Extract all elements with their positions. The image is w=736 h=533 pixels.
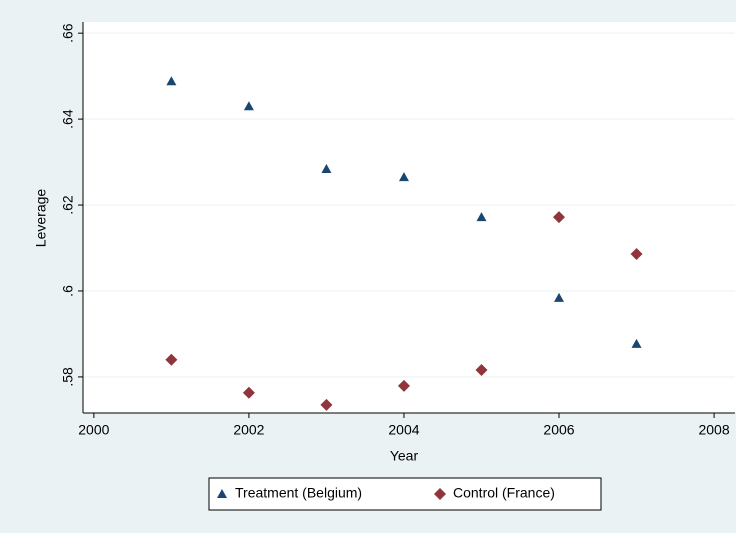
- y-tick-label: .66: [60, 23, 76, 43]
- y-tick-label: .64: [60, 109, 76, 129]
- legend-box: [208, 477, 602, 511]
- x-tick-label: 2004: [388, 422, 419, 438]
- data-point: [553, 211, 566, 224]
- data-point: [554, 292, 565, 302]
- data-point: [397, 379, 410, 392]
- data-point: [631, 338, 642, 348]
- legend-label: Treatment (Belgium): [235, 485, 362, 501]
- x-tick-label: 2008: [698, 422, 729, 438]
- y-tick-label: .6: [60, 285, 76, 297]
- data-point: [321, 163, 332, 173]
- data-point: [398, 172, 409, 182]
- data-point: [630, 248, 643, 261]
- data-point: [242, 386, 255, 399]
- data-point: [320, 398, 333, 411]
- x-tick-label: 2002: [233, 422, 264, 438]
- data-point: [476, 212, 487, 222]
- legend-symbol: [217, 489, 227, 498]
- plot-area: [83, 22, 736, 413]
- data-point: [475, 364, 488, 377]
- legend-label: Control (France): [453, 485, 555, 501]
- x-axis-label: Year: [390, 448, 419, 464]
- x-tick-label: 2000: [78, 422, 109, 438]
- data-point: [165, 353, 178, 366]
- y-tick-label: .62: [60, 195, 76, 215]
- data-point: [243, 101, 254, 111]
- data-point: [166, 76, 177, 86]
- x-tick-label: 2006: [543, 422, 574, 438]
- y-axis-label: Leverage: [33, 189, 49, 248]
- legend-symbol: [434, 488, 446, 500]
- y-tick-label: .58: [60, 367, 76, 387]
